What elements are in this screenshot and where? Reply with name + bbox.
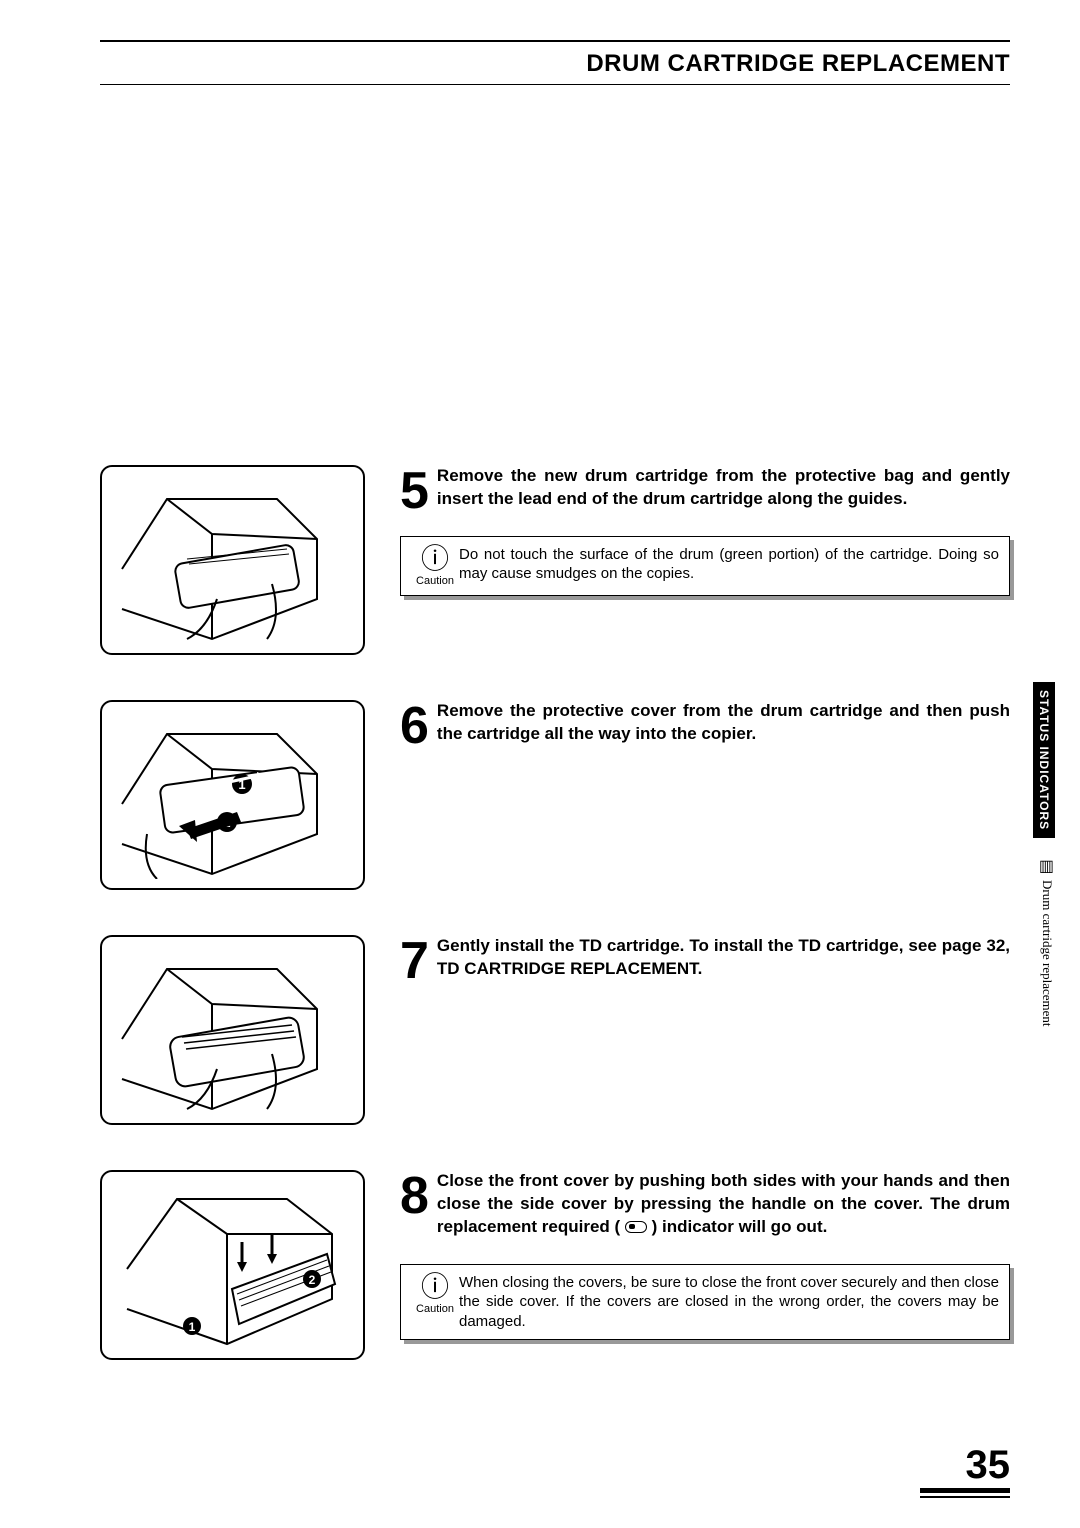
step-text-8: Close the front cover by pushing both si… (400, 1170, 1010, 1239)
caution-icon: ⓘ (411, 1273, 459, 1301)
printer-install-td-icon (117, 949, 352, 1114)
caution-box-step-8: ⓘ Caution When closing the covers, be su… (400, 1264, 1010, 1341)
step-number-7: 7 (400, 935, 429, 987)
step-text-6: Remove the protective cover from the dru… (400, 700, 1010, 746)
step-5: 5 Remove the new drum cartridge from the… (100, 465, 1010, 655)
header-rule-thin (100, 84, 1010, 85)
illustration-step-6: 1 2 (100, 700, 365, 890)
illustration-step-8: 2 1 (100, 1170, 365, 1360)
caution-text-8: When closing the covers, be sure to clos… (459, 1273, 999, 1332)
side-section-label: Drum cartridge replacement (1039, 880, 1055, 1027)
page-title: DRUM CARTRIDGE REPLACEMENT (100, 50, 1010, 78)
step-6: 1 2 6 Remove the protective cover from t… (100, 700, 1010, 890)
drum-indicator-icon (625, 1221, 647, 1233)
page-footer-bars (920, 1488, 1010, 1498)
step-text-7: Gently install the TD cartridge. To inst… (400, 935, 1010, 981)
side-drum-icon: ▥ (1039, 856, 1054, 876)
side-tab-status-indicators: STATUS INDICATORS (1033, 682, 1055, 838)
step-text-8-after: ) indicator will go out. (652, 1217, 828, 1236)
step-number-5: 5 (400, 465, 429, 517)
step-7: 7 Gently install the TD cartridge. To in… (100, 935, 1010, 1125)
step-number-6: 6 (400, 700, 429, 752)
caution-label: Caution (416, 1303, 454, 1315)
step-8: 2 1 8 Close the front cover by pushing b… (100, 1170, 1010, 1360)
printer-close-cover-icon: 2 1 (117, 1184, 352, 1349)
caution-text-5: Do not touch the surface of the drum (gr… (459, 545, 999, 587)
illustration-step-5 (100, 465, 365, 655)
svg-text:2: 2 (309, 1273, 316, 1287)
printer-insert-cartridge-icon (117, 479, 352, 644)
header-rule-thick (100, 40, 1010, 42)
step-text-5: Remove the new drum cartridge from the p… (400, 465, 1010, 511)
page-number: 35 (966, 1443, 1011, 1488)
caution-label: Caution (416, 575, 454, 587)
illustration-step-7 (100, 935, 365, 1125)
caution-icon: ⓘ (411, 545, 459, 573)
svg-text:1: 1 (189, 1320, 196, 1334)
caution-box-step-5: ⓘ Caution Do not touch the surface of th… (400, 536, 1010, 596)
printer-push-cartridge-icon: 1 2 (117, 714, 352, 879)
step-number-8: 8 (400, 1170, 429, 1222)
